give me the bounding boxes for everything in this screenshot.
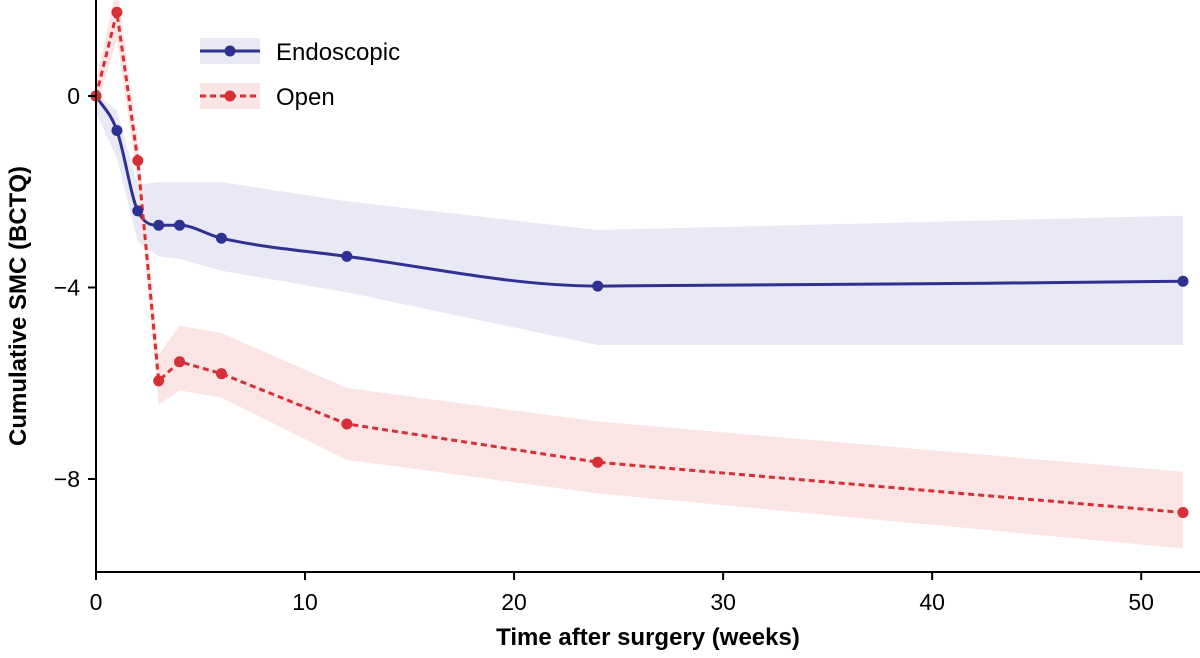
open-data-point	[341, 418, 353, 430]
endoscopic-series-line	[94, 95, 1184, 288]
legend-open-label: Open	[276, 84, 335, 111]
open-data-point	[215, 368, 227, 380]
x-tick-label: 30	[710, 589, 736, 615]
endoscopic-data-point	[174, 219, 186, 231]
y-tick-label: −4	[54, 275, 80, 301]
legend: Endoscopic Open	[200, 38, 400, 111]
x-tick-label: 40	[919, 589, 945, 615]
x-tick-label: 0	[90, 589, 103, 615]
legend-open-marker	[224, 90, 236, 102]
open-data-point	[111, 6, 123, 18]
endoscopic-data-point	[215, 232, 227, 244]
endoscopic-data-point	[153, 219, 165, 231]
legend-endoscopic-label: Endoscopic	[276, 39, 400, 66]
open-data-point	[153, 375, 165, 387]
y-axis-title: Cumulative SMC (BCTQ)	[5, 166, 32, 446]
open-data-point	[1177, 507, 1189, 519]
series-points	[90, 6, 1189, 519]
legend-endoscopic-marker	[224, 45, 236, 57]
x-axis-title: Time after surgery (weeks)	[496, 624, 800, 651]
endoscopic-data-point	[341, 250, 353, 262]
confidence-bands	[96, 0, 1183, 549]
endoscopic-confidence-band	[96, 93, 1183, 345]
open-confidence-band	[96, 0, 1183, 549]
x-tick-label: 50	[1128, 589, 1154, 615]
x-tick-label: 20	[501, 589, 527, 615]
endoscopic-data-point	[592, 280, 604, 292]
endoscopic-data-point	[111, 124, 123, 136]
open-data-point	[592, 456, 604, 468]
x-ticks: 0 10 20 30 40 50	[90, 572, 1154, 615]
open-data-point	[132, 155, 144, 167]
x-tick-label: 10	[292, 589, 318, 615]
y-tick-label: 0	[67, 83, 80, 109]
open-data-point	[174, 356, 186, 368]
y-ticks: 0 −4 −8	[54, 83, 96, 492]
endoscopic-data-point	[1177, 275, 1189, 287]
endoscopic-data-point	[132, 205, 144, 217]
y-tick-label: −8	[54, 466, 80, 492]
